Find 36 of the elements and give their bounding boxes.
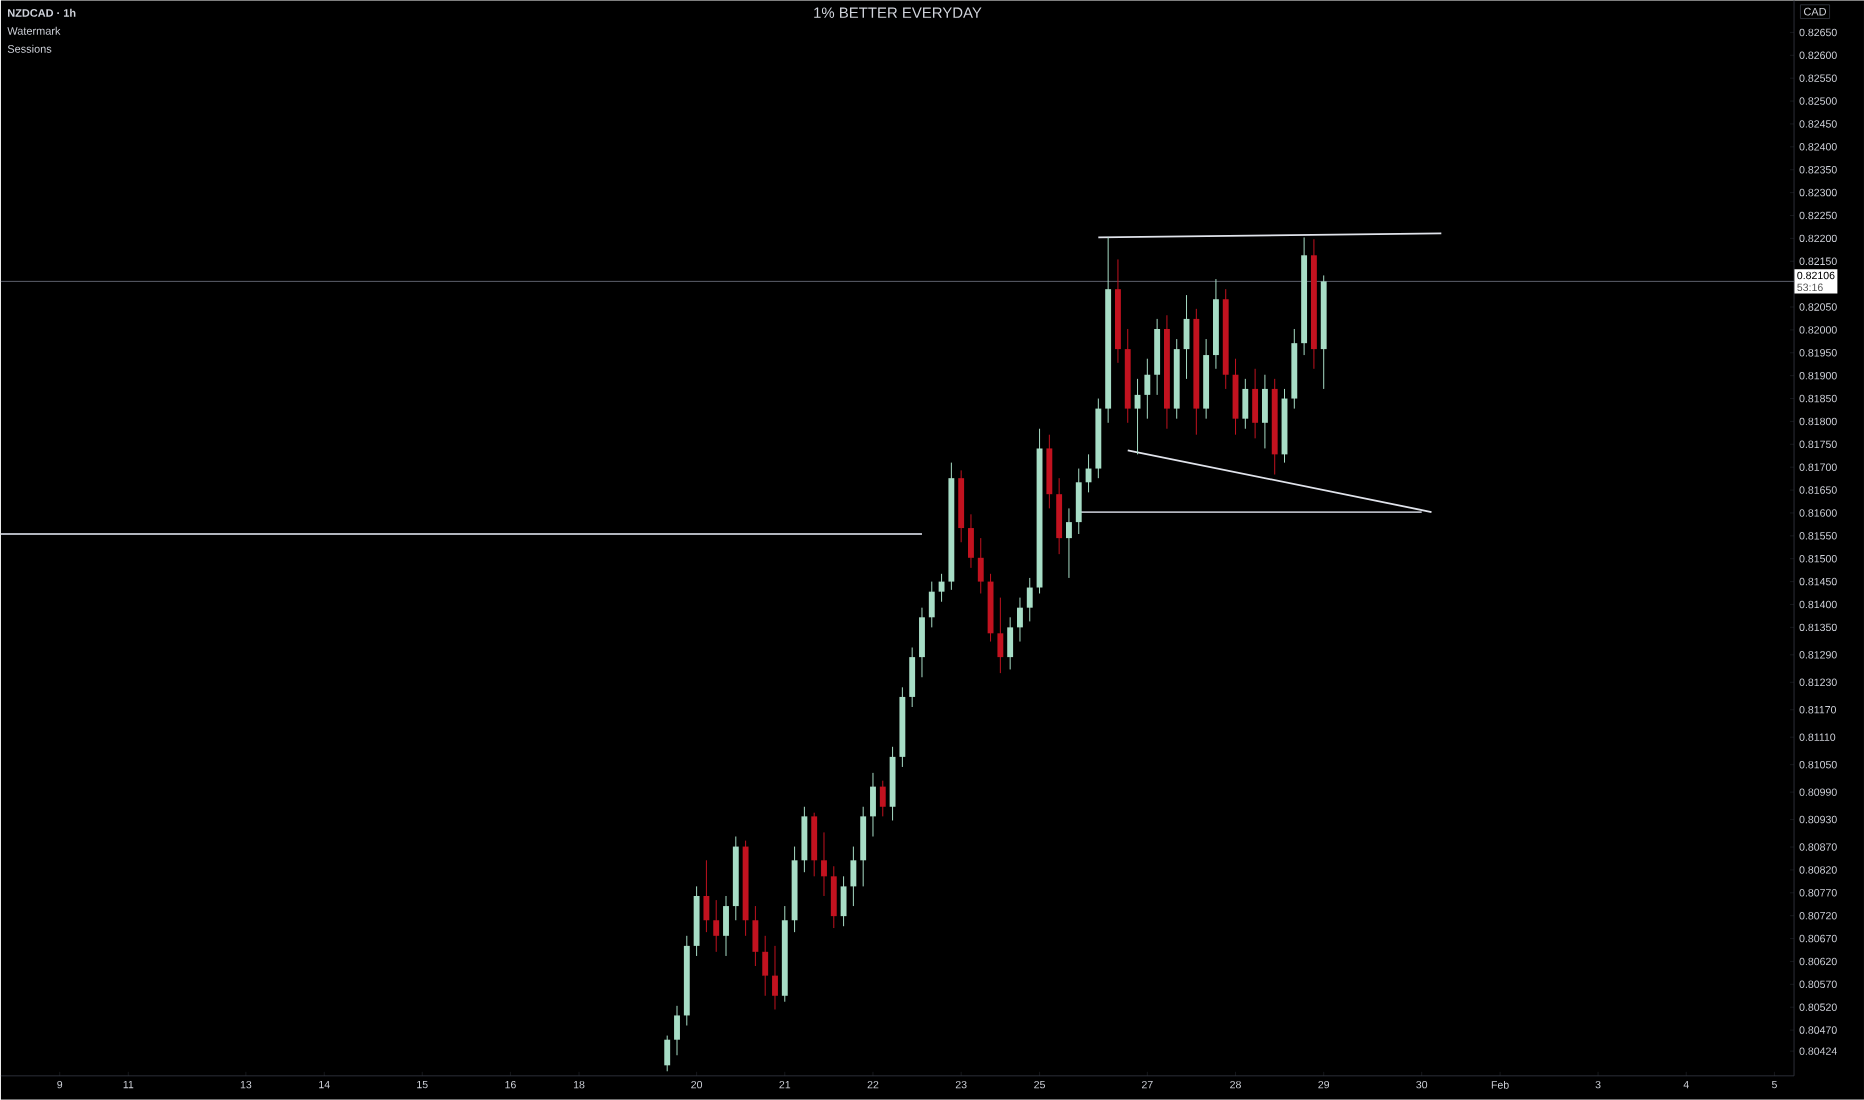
candlestick xyxy=(968,513,974,569)
candlestick xyxy=(1007,616,1014,671)
candlestick xyxy=(997,597,1004,674)
candlestick xyxy=(1026,577,1033,622)
candlestick xyxy=(909,647,916,708)
candlestick xyxy=(1154,318,1161,396)
candlestick xyxy=(723,895,729,957)
candlestick xyxy=(674,1005,680,1056)
candlestick xyxy=(1066,507,1072,579)
candlestick xyxy=(772,945,778,1011)
candlestick xyxy=(1242,378,1249,430)
candlestick xyxy=(850,846,857,907)
candlestick xyxy=(1017,597,1023,643)
candlestick xyxy=(860,806,867,887)
candlestick xyxy=(1056,477,1063,555)
candlestick xyxy=(703,859,710,933)
candlestick xyxy=(879,780,886,817)
candlestick xyxy=(977,537,984,595)
candlestick xyxy=(870,772,876,838)
candlestick xyxy=(938,573,945,603)
candlestick xyxy=(811,812,818,877)
candlestick xyxy=(713,899,720,953)
candlestick xyxy=(752,905,759,967)
candlestick xyxy=(1075,468,1082,535)
candlestick xyxy=(919,607,925,678)
candlestick xyxy=(1261,374,1268,449)
candlestick xyxy=(821,831,827,897)
candlestick xyxy=(928,581,935,628)
candlestick xyxy=(801,806,808,873)
candlestick xyxy=(830,865,837,929)
candlestick xyxy=(664,1035,671,1072)
candlestick xyxy=(762,935,769,997)
candlestick xyxy=(840,875,847,927)
candlestick xyxy=(1144,358,1151,420)
candlestick xyxy=(1252,368,1259,439)
candlestick xyxy=(1046,434,1053,509)
